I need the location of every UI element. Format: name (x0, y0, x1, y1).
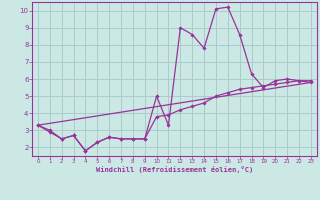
X-axis label: Windchill (Refroidissement éolien,°C): Windchill (Refroidissement éolien,°C) (96, 166, 253, 173)
